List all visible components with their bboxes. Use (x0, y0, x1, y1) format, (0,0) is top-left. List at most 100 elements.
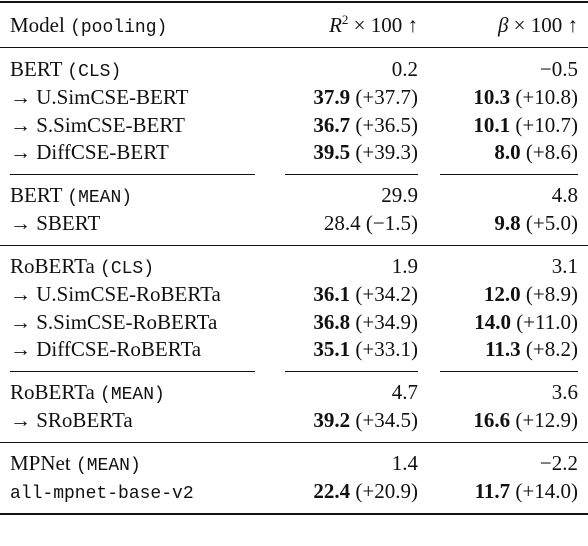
score-delta: (+8.9) (525, 281, 578, 306)
rule (0, 442, 588, 443)
score: 9.8 (494, 210, 521, 235)
score: 11.7 (474, 478, 511, 503)
score: 37.9 (313, 84, 351, 109)
score: 22.4 (313, 478, 351, 503)
model-cell: all-mpnet-base-v2 (10, 479, 194, 506)
r2-cell: 1.9 (392, 254, 418, 278)
model-name: BERT (10, 183, 63, 207)
model-cell: RoBERTa (CLS) (10, 254, 154, 281)
model-name: → U.SimCSE-RoBERTa (10, 281, 221, 306)
score-delta: (+34.5) (355, 407, 418, 432)
score: 8.0 (494, 140, 521, 165)
model-pooling: (CLS) (67, 62, 122, 82)
r2-cell: 37.9 (+37.7) (313, 85, 418, 109)
beta-cell: −2.2 (540, 451, 578, 475)
score: 28.4 (323, 210, 361, 235)
model-pooling: (MEAN) (75, 456, 141, 476)
model-name: → DiffCSE-RoBERTa (10, 337, 202, 362)
model-name: MPNet (10, 451, 71, 475)
score-delta: (+10.8) (515, 84, 578, 109)
r2-cell: 29.9 (381, 183, 418, 207)
beta-cell: 10.1 (+10.7) (473, 113, 578, 137)
score-delta: (−1.5) (365, 210, 418, 235)
header-sup: 2 (341, 12, 349, 27)
model-name: all-mpnet-base-v2 (10, 483, 194, 504)
beta-cell: −0.5 (540, 57, 578, 81)
rule (285, 371, 418, 372)
score: 39.5 (313, 140, 351, 165)
score-delta: (+36.5) (355, 112, 418, 137)
score: −2.2 (539, 451, 578, 475)
score-delta: (+10.7) (515, 112, 578, 137)
score: −0.5 (539, 57, 578, 81)
header-rest: × 100 ↑ (513, 13, 578, 37)
header-rule (0, 47, 588, 48)
score: 10.3 (473, 84, 511, 109)
model-cell: MPNet (MEAN) (10, 451, 141, 478)
model-cell: → DiffCSE-RoBERTa (10, 337, 201, 361)
r2-cell: 4.7 (392, 380, 418, 404)
rule (440, 174, 578, 175)
score-delta: (+39.3) (355, 140, 418, 165)
model-name: BERT (10, 57, 63, 81)
score-delta: (+12.9) (515, 407, 578, 432)
score: 12.0 (483, 281, 521, 306)
r2-cell: 22.4 (+20.9) (313, 479, 418, 503)
r2-cell: 0.2 (392, 57, 418, 81)
beta-cell: 11.7 (+14.0) (475, 479, 578, 503)
rule (285, 174, 418, 175)
beta-cell: 9.8 (+5.0) (494, 211, 578, 235)
score-delta: (+37.7) (355, 84, 418, 109)
score-delta: (+34.2) (355, 281, 418, 306)
r2-cell: 36.8 (+34.9) (313, 310, 418, 334)
rule (440, 371, 578, 372)
score-delta: (+8.6) (525, 140, 578, 165)
score: 1.9 (391, 254, 418, 278)
model-cell: → U.SimCSE-BERT (10, 85, 188, 109)
header-text: Model (10, 13, 65, 37)
score: 35.1 (313, 337, 351, 362)
model-pooling: (MEAN) (67, 188, 133, 208)
score: 4.8 (551, 183, 578, 207)
beta-cell: 12.0 (+8.9) (484, 282, 578, 306)
score-delta: (+11.0) (516, 309, 578, 334)
header-rest: × 100 ↑ (353, 13, 418, 37)
header-var: β (497, 13, 509, 37)
model-pooling: (MEAN) (100, 385, 165, 405)
score: 14.0 (474, 309, 511, 334)
r2-cell: 39.5 (+39.3) (313, 140, 418, 164)
score: 10.1 (473, 112, 511, 137)
model-cell: RoBERTa (MEAN) (10, 380, 165, 407)
model-name: → S.SimCSE-BERT (10, 112, 185, 137)
rule (0, 245, 588, 246)
score-delta: (+33.1) (355, 337, 418, 362)
r2-cell: 36.7 (+36.5) (313, 113, 418, 137)
header-model: Model (pooling) (10, 13, 167, 40)
model-name: RoBERTa (10, 254, 95, 278)
model-pooling: (CLS) (100, 259, 155, 279)
score: 1.4 (391, 451, 418, 475)
r2-cell: 39.2 (+34.5) (313, 408, 418, 432)
beta-cell: 16.6 (+12.9) (473, 408, 578, 432)
score: 0.2 (391, 57, 418, 81)
score: 3.6 (551, 380, 578, 404)
model-cell: → SBERT (10, 211, 100, 235)
model-cell: BERT (CLS) (10, 57, 121, 84)
model-name: → U.SimCSE-BERT (10, 84, 189, 109)
beta-cell: 14.0 (+11.0) (474, 310, 578, 334)
score: 36.7 (313, 112, 351, 137)
model-name: RoBERTa (10, 380, 95, 404)
score: 39.2 (313, 407, 351, 432)
score: 36.8 (313, 309, 351, 334)
r2-cell: 36.1 (+34.2) (313, 282, 418, 306)
beta-cell: 4.8 (552, 183, 578, 207)
model-name: → SBERT (10, 210, 101, 235)
beta-cell: 3.6 (552, 380, 578, 404)
r2-cell: 28.4 (−1.5) (324, 211, 418, 235)
model-name: → DiffCSE-BERT (10, 140, 169, 165)
rule (10, 174, 255, 175)
score-delta: (+20.9) (355, 478, 418, 503)
model-name: → SRoBERTa (10, 407, 133, 432)
header-r2: R2 × 100 ↑ (329, 13, 418, 37)
